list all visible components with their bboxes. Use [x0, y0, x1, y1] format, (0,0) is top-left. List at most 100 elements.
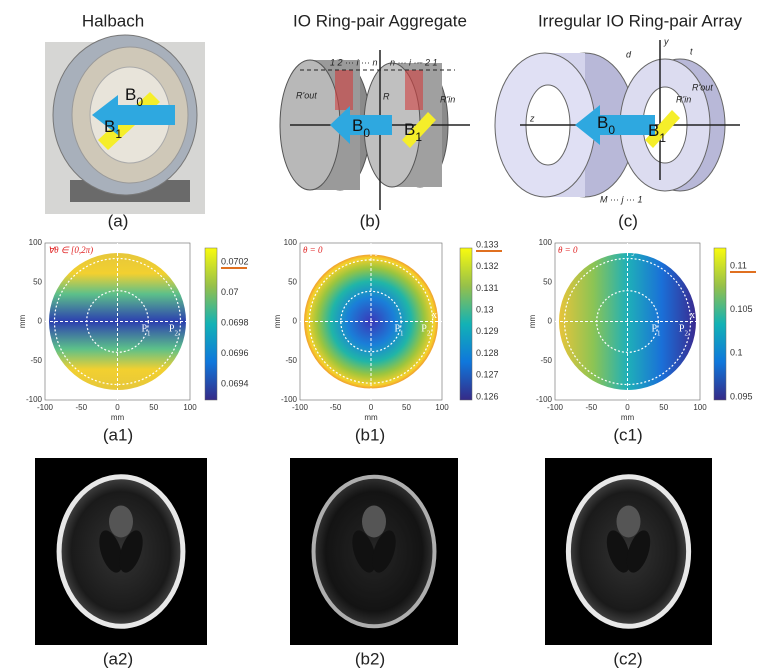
colorbar-tick-label: 0.11 [730, 260, 747, 270]
r: R [383, 91, 390, 101]
y-label: y [632, 245, 637, 256]
colorbar-tick-label: 0.128 [476, 348, 499, 358]
x-tick-label: 50 [149, 403, 158, 412]
y-axis-label: y [663, 36, 669, 46]
y-tick-label: 50 [288, 277, 297, 286]
r-in: R'in [676, 94, 691, 104]
shape: 0 [136, 95, 143, 109]
y-axis-title: mm [528, 315, 537, 329]
panel-label: (a2) [103, 649, 133, 668]
y-tick-label: 100 [539, 238, 553, 247]
y-axis-title: mm [273, 315, 282, 329]
array-diagram: B0 B1 z y d t R'in R'out M ··· j ··· 1 [495, 36, 740, 204]
colorbar-tick-label: 0.095 [730, 391, 753, 401]
left-index: 1 2 ··· i ··· n [330, 57, 378, 67]
y-axis-title: mm [18, 315, 27, 329]
y-tick-label: 50 [33, 277, 42, 286]
panel-title: Irregular IO Ring-pair Array [538, 11, 743, 30]
phantom-feature [617, 506, 641, 538]
panel-label: (a) [108, 211, 129, 230]
y-tick-label: 0 [293, 317, 298, 326]
x-axis-title: mm [621, 413, 635, 422]
colorbar-tick-label: 0.131 [476, 283, 499, 293]
y-tick-label: 50 [543, 277, 552, 286]
phantom-feature [109, 506, 133, 538]
panel-label: (b1) [355, 425, 385, 444]
p2-label-sub: 2 [684, 329, 688, 337]
x-tick-label: -50 [75, 403, 87, 412]
figure: B0 B1 B0 B1 1 2 ··· i ··· n n ··· i ··· … [0, 0, 776, 671]
p1-label-sub: 1 [657, 329, 661, 337]
phantom-feature [362, 506, 386, 538]
x-tick-label: -100 [37, 403, 54, 412]
shape [335, 70, 353, 110]
r-in: R'in [440, 94, 455, 104]
panel-title: IO Ring-pair Aggregate [293, 11, 467, 30]
x-tick-label: 0 [625, 403, 630, 412]
shape: B [104, 117, 115, 136]
shape: 1 [115, 127, 122, 141]
z-axis-label: z [529, 113, 535, 123]
colorbar-tick-label: 0.0696 [221, 348, 249, 358]
aggregate-diagram: B0 B1 1 2 ··· i ··· n n ··· i ··· 2 1 R'… [280, 50, 470, 210]
x-axis-title: mm [111, 413, 125, 422]
x-tick-label: 0 [115, 403, 120, 412]
colorbar-tick-label: 0.1 [730, 348, 743, 358]
colorbar-tick-label: 0.0698 [221, 317, 249, 327]
shape: B [404, 120, 415, 139]
colorbar [205, 248, 217, 400]
colorbar [460, 248, 472, 400]
y-tick-label: 0 [548, 317, 553, 326]
shape: 0 [608, 123, 615, 137]
d-label: d [626, 49, 632, 59]
x-axis-title: mm [364, 413, 378, 422]
shape: 0 [363, 126, 370, 140]
x-tick-label: 100 [183, 403, 197, 412]
x-tick-label: 100 [435, 403, 449, 412]
r-out: R'out [296, 90, 317, 100]
shape: B [352, 116, 363, 135]
shape: B [597, 113, 608, 132]
y-label: y [375, 245, 380, 256]
p2-label-sub: 2 [427, 329, 431, 337]
shape: 1 [659, 131, 666, 145]
x-tick-label: -100 [547, 403, 564, 412]
y-tick-label: -50 [30, 356, 42, 365]
panel-label: (c1) [613, 425, 642, 444]
x-label: x [432, 310, 437, 321]
panel-label: (c) [618, 211, 638, 230]
colorbar [714, 248, 726, 400]
colorbar-tick-label: 0.129 [476, 326, 499, 336]
p1-label-sub: 1 [147, 329, 151, 337]
shape: 1 [415, 130, 422, 144]
shape: B [648, 121, 659, 140]
t-label: t [690, 46, 693, 56]
colorbar-tick-label: 0.105 [730, 304, 753, 314]
x-tick-label: 0 [369, 403, 374, 412]
y-tick-label: -100 [281, 395, 298, 404]
panel-label: (a1) [103, 425, 133, 444]
y-tick-label: -50 [285, 356, 297, 365]
y-tick-label: -50 [540, 356, 552, 365]
ring-index: M ··· j ··· 1 [600, 194, 643, 204]
annotation: ∀θ ∈ [0,2π) [48, 245, 93, 255]
shape: B [125, 85, 136, 104]
annotation: θ = 0 [558, 245, 578, 255]
right-index: n ··· i ··· 2 1 [390, 57, 438, 67]
p2-label-sub: 2 [174, 329, 178, 337]
x-tick-label: -100 [292, 403, 309, 412]
colorbar-tick-label: 0.13 [476, 305, 494, 315]
y-tick-label: -100 [536, 395, 553, 404]
colorbar-tick-label: 0.0702 [221, 256, 249, 266]
x-tick-label: -50 [330, 403, 342, 412]
colorbar-tick-label: 0.132 [476, 261, 499, 271]
panel-label: (b) [360, 211, 381, 230]
x-label: x [690, 310, 695, 321]
shape [405, 70, 423, 110]
colorbar-tick-label: 0.07 [221, 287, 239, 297]
x-tick-label: 100 [693, 403, 707, 412]
y-tick-label: 0 [38, 317, 43, 326]
p1-label-sub: 1 [400, 329, 404, 337]
annotation: θ = 0 [303, 245, 323, 255]
colorbar-tick-label: 0.127 [476, 370, 499, 380]
